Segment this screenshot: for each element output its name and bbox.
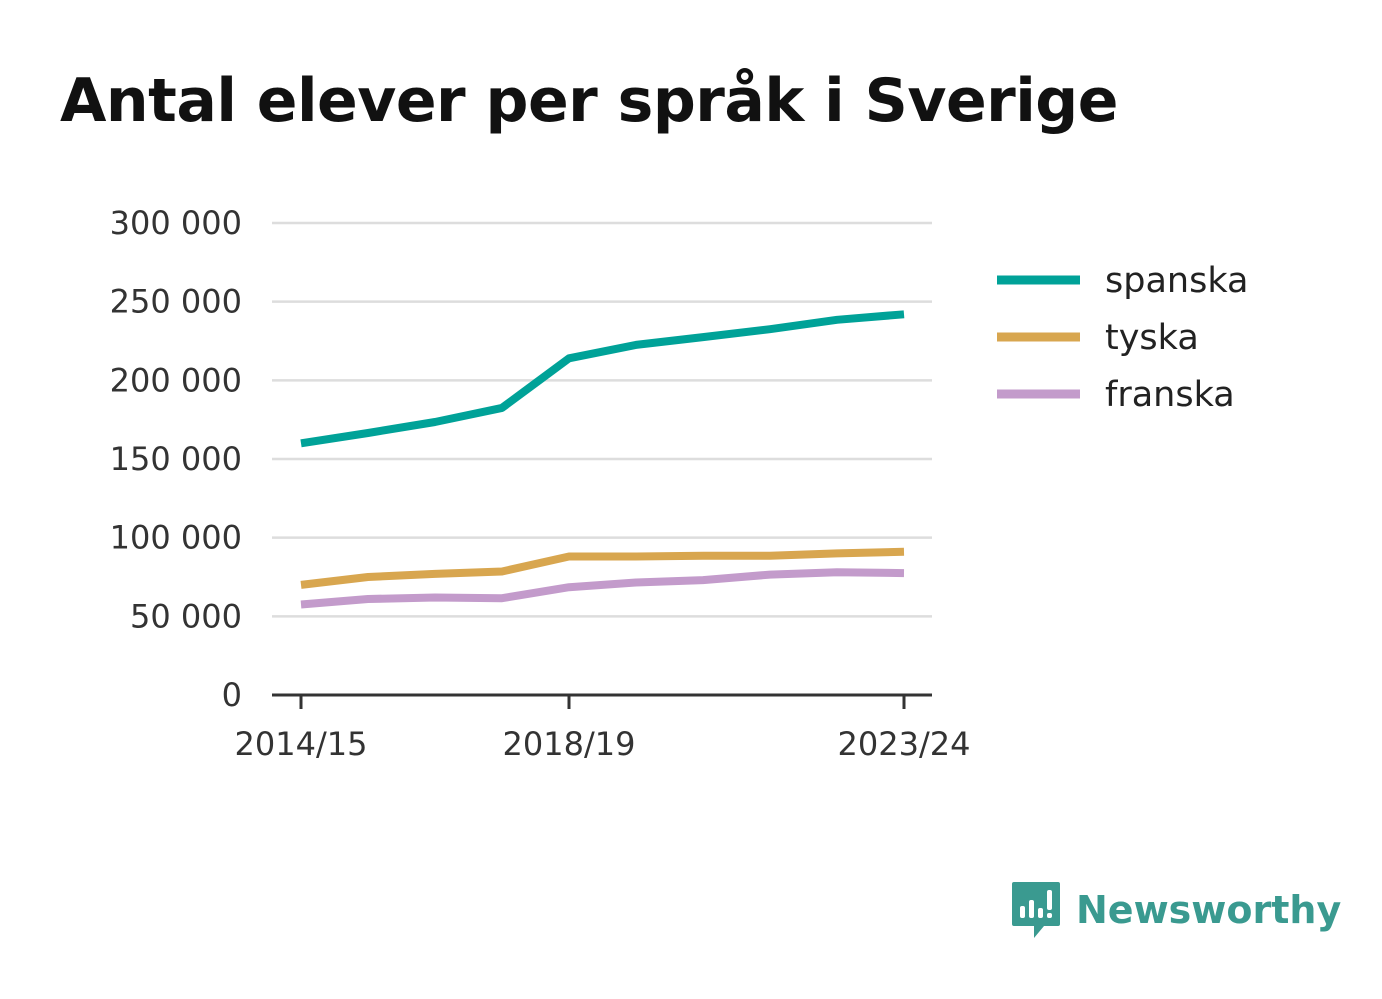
newsworthy-logo: Newsworthy bbox=[1010, 878, 1341, 942]
legend-item-tyska: tyska bbox=[997, 318, 1199, 358]
y-tick-label: 150 000 bbox=[110, 440, 242, 478]
y-axis: 0 50 000 100 000 150 000 200 000 250 000 300 0… bbox=[110, 204, 242, 714]
y-tick-label: 50 000 bbox=[130, 597, 242, 635]
y-tick-label: 200 000 bbox=[110, 361, 242, 399]
legend-label: spanska bbox=[1105, 261, 1248, 301]
x-tick-label: 2023/24 bbox=[838, 725, 971, 763]
newsworthy-chart-bubble-icon bbox=[1012, 882, 1060, 938]
gridlines bbox=[272, 221, 932, 618]
y-tick-label: 0 bbox=[222, 676, 242, 714]
legend-label: tyska bbox=[1105, 318, 1199, 358]
chart-title: Antal elever per språk i Sverige bbox=[60, 66, 1118, 136]
y-tick-label: 300 000 bbox=[110, 204, 242, 242]
series-lines bbox=[300, 310, 905, 609]
y-tick-label: 100 000 bbox=[110, 519, 242, 557]
x-tick-label: 2018/19 bbox=[503, 725, 636, 763]
x-tick-label: 2014/15 bbox=[235, 725, 368, 763]
series-line-tyska bbox=[300, 547, 905, 589]
y-tick-label: 250 000 bbox=[110, 283, 242, 321]
legend-item-spanska: spanska bbox=[997, 261, 1248, 301]
legend-label: franska bbox=[1105, 375, 1235, 415]
legend: spanska tyska franska bbox=[997, 261, 1248, 415]
newsworthy-logo-text: Newsworthy bbox=[1076, 888, 1342, 932]
x-axis: 2014/15 2018/19 2023/24 bbox=[235, 693, 971, 763]
series-line-franska bbox=[300, 568, 905, 609]
legend-item-franska: franska bbox=[997, 375, 1235, 415]
series-line-spanska bbox=[300, 310, 905, 448]
